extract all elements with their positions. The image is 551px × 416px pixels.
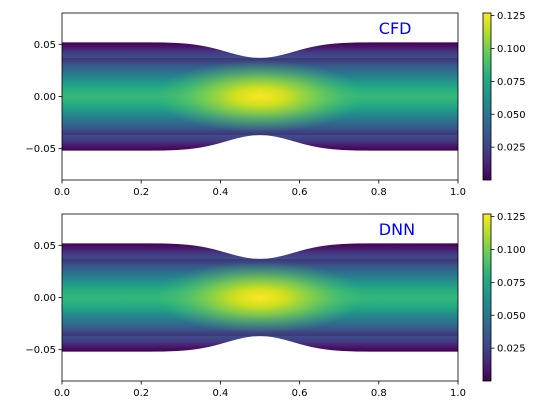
panel-annotation: DNN [379, 220, 415, 239]
colorbar-tick-label: 0.125 [497, 11, 526, 22]
x-tick-label: 0.0 [54, 388, 70, 399]
x-tick-label: 0.6 [292, 187, 308, 198]
y-tick-label: 0.00 [34, 293, 56, 304]
colorbar-tick-label: 0.075 [497, 77, 526, 88]
colorbar-tick-label: 0.075 [497, 278, 526, 289]
y-tick-label: −0.05 [25, 144, 56, 155]
peak-region [155, 261, 365, 334]
y-tick-label: 0.00 [34, 92, 56, 103]
x-tick-label: 1.0 [450, 187, 466, 198]
y-tick-label: 0.05 [34, 40, 56, 51]
x-tick-label: 0.6 [292, 388, 308, 399]
colorbar [482, 213, 492, 382]
x-tick-label: 0.2 [133, 187, 149, 198]
x-tick-label: 0.4 [212, 388, 228, 399]
chart-panel-cfd: 0.0 0.2 0.4 0.6 0.8 1.0 0.05 0.00 −0.05 CFD 0.125 0… [25, 11, 525, 198]
x-tick-label: 0.8 [371, 187, 387, 198]
velocity-field [62, 42, 458, 151]
colorbar-tick-label: 0.025 [497, 143, 526, 154]
velocity-field [62, 243, 458, 352]
x-tick-label: 1.0 [450, 388, 466, 399]
x-tick-label: 0.2 [133, 388, 149, 399]
colorbar-tick-label: 0.050 [497, 110, 526, 121]
colorbar [482, 12, 492, 181]
colorbar-tick-label: 0.125 [497, 212, 526, 223]
x-tick-label: 0.0 [54, 187, 70, 198]
y-tick-label: −0.05 [25, 345, 56, 356]
y-tick-label: 0.05 [34, 241, 56, 252]
peak-region [155, 60, 365, 133]
colorbar-tick-label: 0.100 [497, 245, 526, 256]
colorbar-tick-label: 0.100 [497, 44, 526, 55]
x-tick-label: 0.4 [212, 187, 228, 198]
colorbar-tick-label: 0.025 [497, 344, 526, 355]
colorbar-tick-label: 0.050 [497, 311, 526, 322]
panel-annotation: CFD [379, 19, 412, 38]
chart-panel-dnn: 0.0 0.2 0.4 0.6 0.8 1.0 0.05 0.00 −0.05 DNN 0.125 0… [25, 212, 525, 399]
x-tick-label: 0.8 [371, 388, 387, 399]
